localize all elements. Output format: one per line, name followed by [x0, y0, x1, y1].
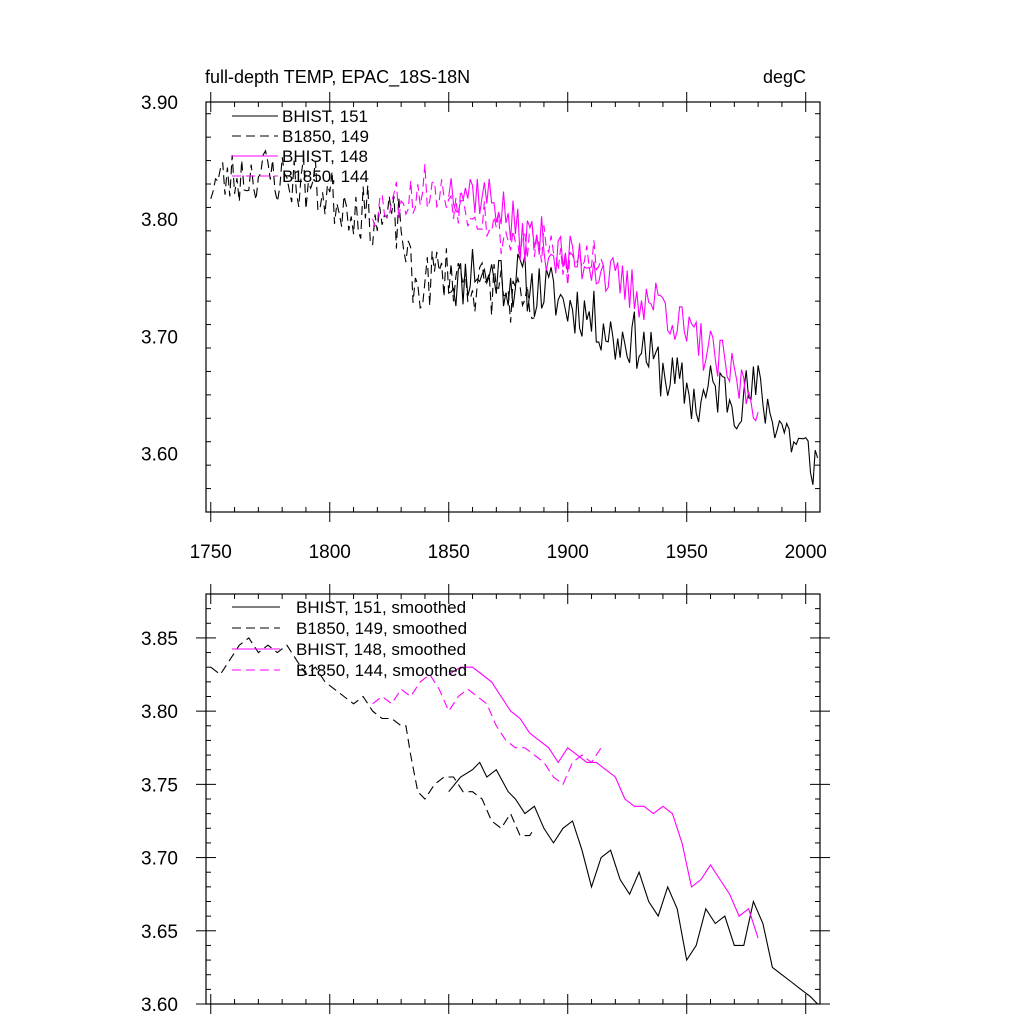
series-line-1	[448, 761, 818, 1005]
legend-label: BHIST, 148, smoothed	[296, 640, 466, 659]
y-tick-label: 3.75	[141, 775, 178, 796]
x-tick-label: 1750	[190, 542, 232, 563]
series-line-1	[448, 249, 819, 485]
y-tick-label: 3.70	[141, 849, 178, 870]
y-tick-label: 3.65	[141, 922, 178, 943]
series-line-3	[448, 666, 759, 939]
y-tick-label: 3.70	[141, 327, 178, 348]
legend-label: BHIST, 151, smoothed	[296, 598, 466, 617]
series-line-4	[372, 164, 604, 286]
y-tick-label: 3.80	[141, 702, 178, 723]
y-tick-label: 3.90	[141, 93, 178, 114]
series-line-3	[448, 178, 759, 422]
x-tick-label: 1850	[428, 542, 470, 563]
y-tick-label: 3.60	[141, 444, 178, 465]
x-tick-label: 1950	[666, 542, 708, 563]
legend-label: BHIST, 148	[282, 147, 368, 166]
y-tick-label: 3.85	[141, 629, 178, 650]
legend-label: B1850, 144, smoothed	[296, 661, 467, 680]
series-line-2	[210, 149, 535, 323]
x-tick-label: 2000	[785, 542, 827, 563]
legend: BHIST, 151, smoothed B1850, 149, smoothed…	[232, 598, 467, 680]
series-line-2	[210, 637, 535, 837]
y-tick-label: 3.80	[141, 210, 178, 231]
legend-label: B1850, 149	[282, 127, 369, 146]
y-tick-label: 3.60	[141, 995, 178, 1016]
x-tick-label: 1900	[547, 542, 589, 563]
legend-label: B1850, 144	[282, 167, 369, 186]
plot-frame	[205, 101, 821, 513]
top-panel: 1750 1800 1850 1900 1950 2000 3.60 3.70 3.80 3.90…	[141, 92, 827, 563]
legend-label: B1850, 149, smoothed	[296, 619, 467, 638]
series-line-4	[372, 673, 602, 786]
bottom-panel: 3.60 3.65 3.70 3.75 3.80 3.85 BHIST, 151, smoo…	[141, 584, 830, 1016]
chart-unit-label: degC	[763, 67, 806, 87]
legend-label: BHIST, 151	[282, 107, 368, 126]
x-tick-label: 1800	[309, 542, 351, 563]
series-group	[210, 149, 819, 485]
chart-title: full-depth TEMP, EPAC_18S-18N	[205, 67, 470, 88]
series-group	[210, 637, 818, 1005]
